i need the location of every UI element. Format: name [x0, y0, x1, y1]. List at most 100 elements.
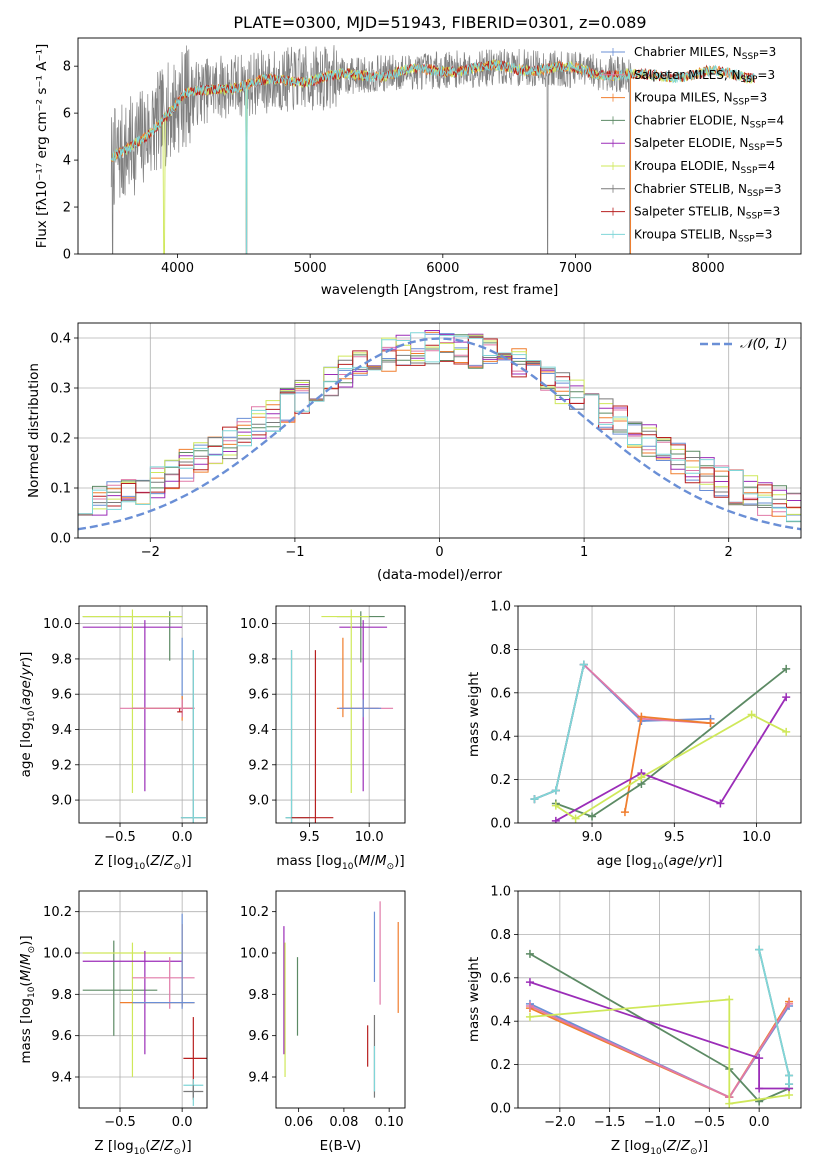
series-salpeter-elodie-marker	[755, 1084, 764, 1093]
legend-label: Salpeter ELODIE, NSSP=5	[634, 136, 783, 153]
y-tick-label: 8	[63, 60, 71, 75]
y-tick-label: 9.0	[248, 794, 269, 809]
axes-frame	[275, 890, 406, 1109]
legend-label: Kroupa MILES, NSSP=3	[634, 91, 767, 108]
x-axis-label: wavelength [Angstrom, rest frame]	[321, 282, 559, 298]
x-tick-label: −0.5	[104, 1115, 136, 1130]
axes-spectrum: 4000 5000 6000 7000 8000 0 2 4 6 8 wavelength [Ang…	[34, 37, 802, 298]
axes-residuals: −2 −1 0 1 2 0.0 0.1 0.2 0.3 0.4 𝒩(0, 1) (data-model…	[26, 322, 802, 583]
plot-area	[79, 606, 207, 823]
x-tick-label: −1.0	[644, 1115, 676, 1130]
axes-age-mass: 9.5 10.0 9.0 9.2 9.4 9.6 9.8 10.0 mass [log10(M/…	[240, 605, 406, 872]
legend: Chabrier MILES, NSSP=3 Salpeter MILES, NS…	[601, 45, 784, 244]
y-tick-label: 0.4	[490, 730, 511, 745]
y-tick-label: 10.0	[240, 947, 269, 962]
y-tick-label: 9.8	[51, 988, 72, 1003]
y-tick-label: 0.1	[50, 482, 71, 497]
y-tick-label: 9.0	[51, 794, 72, 809]
x-tick-label: 0.0	[749, 1115, 770, 1130]
y-axis-label: Normed distribution	[26, 363, 42, 498]
series-salpeter-elodie-marker	[782, 693, 791, 702]
plot-area	[78, 323, 801, 538]
series-kroupa-stelib-marker	[551, 786, 560, 795]
plot-area	[518, 891, 801, 1108]
series-kroupa-elodie-marker	[725, 995, 734, 1004]
y-tick-label: 0.0	[490, 1102, 511, 1117]
x-tick-label: −0.5	[694, 1115, 726, 1130]
y-tick-label: 0.4	[490, 1015, 511, 1030]
axes-age-Z: −0.5 0.0 9.0 9.2 9.4 9.6 9.8 10.0 Z [log10(Z/Z⊙)…	[18, 605, 208, 872]
series-kroupa-elodie-marker	[571, 814, 580, 823]
x-axis-label: Z [log10(Z/Z⊙)]	[94, 1138, 191, 1157]
x-tick-label: 0.10	[375, 1115, 404, 1130]
series-chabrier-miles	[534, 662, 711, 800]
y-tick-label: 1.0	[490, 885, 511, 900]
y-tick-label: 10.2	[240, 905, 269, 920]
model-spectrum	[110, 60, 755, 254]
y-axis-label: mass weight	[466, 957, 482, 1042]
x-axis-label: mass [log10(M/M⊙)]	[276, 853, 404, 872]
y-tick-label: 0.2	[50, 432, 71, 447]
y-axis-label: age [log10(age/yr)]	[18, 652, 37, 778]
plot-area	[276, 606, 405, 823]
series-salpeter-elodie-marker	[551, 816, 560, 823]
y-tick-label: 9.6	[248, 688, 269, 703]
y-tick-label: 9.2	[248, 758, 269, 773]
x-axis-label: Z [log10(Z/Z⊙)]	[94, 853, 191, 872]
legend-label: Chabrier MILES, NSSP=3	[634, 45, 776, 62]
plot-area	[283, 901, 399, 1098]
series-kroupa-elodie-marker	[725, 1099, 734, 1108]
series-salpeter-elodie	[555, 696, 787, 822]
axes-weight-Z: −2.0 −1.5 −1.0 −0.5 0.0 0.0 0.2 0.4 0.6 0.8 1.0 Z […	[466, 885, 802, 1157]
y-tick-label: 10.0	[240, 617, 269, 632]
series-salpeter-elodie	[529, 981, 789, 1090]
x-tick-label: 0.0	[172, 830, 193, 845]
x-tick-label: 5000	[294, 261, 327, 276]
y-tick-label: 1.0	[490, 600, 511, 615]
series-salpeter-elodie-marker	[716, 799, 725, 808]
y-tick-label: 9.8	[51, 652, 72, 667]
series-chabrier-elodie	[529, 953, 790, 1103]
histogram-kroupa-stelib	[78, 332, 801, 538]
x-tick-label: −1	[285, 545, 304, 560]
legend-label: Salpeter MILES, NSSP=3	[634, 68, 775, 85]
x-axis-label: E(B-V)	[320, 1138, 362, 1154]
series-kroupa-elodie-marker	[525, 1012, 534, 1021]
y-tick-label: 0.0	[50, 532, 71, 547]
model-spectrum	[110, 60, 755, 161]
x-tick-label: 0	[435, 545, 443, 560]
legend-label: Kroupa STELIB, NSSP=3	[634, 227, 772, 244]
series-kroupa-elodie-marker	[747, 710, 756, 719]
series-kroupa-stelib-marker	[579, 660, 588, 669]
axes-mass-EBV: 0.06 0.08 0.10 9.4 9.6 9.8 10.0 10.2 E(B-V)	[240, 890, 406, 1154]
x-tick-label: 10.0	[742, 830, 771, 845]
y-tick-label: 10.0	[43, 617, 72, 632]
y-tick-label: 6	[63, 107, 71, 122]
x-tick-label: −2.0	[544, 1115, 576, 1130]
y-tick-label: 4	[63, 154, 71, 169]
x-tick-label: 4000	[161, 261, 194, 276]
x-tick-label: 0.06	[284, 1115, 313, 1130]
y-tick-label: 2	[63, 201, 71, 216]
y-tick-label: 9.4	[51, 723, 72, 738]
legend-label: Kroupa ELODIE, NSSP=4	[634, 159, 775, 176]
x-tick-label: 9.5	[299, 830, 320, 845]
x-tick-label: 7000	[559, 261, 592, 276]
y-tick-label: 10.2	[43, 905, 72, 920]
series-kroupa-stelib-marker	[530, 795, 539, 804]
y-tick-label: 0.8	[490, 643, 511, 658]
series-salpeter-miles-marker	[525, 1002, 534, 1011]
axes-frame	[78, 890, 208, 1109]
series-salpeter-elodie-marker	[525, 978, 534, 987]
x-tick-label: 10.0	[355, 830, 384, 845]
series-kroupa-elodie	[555, 713, 787, 820]
series-kroupa-stelib-marker	[785, 1080, 794, 1089]
series-kroupa-stelib	[534, 664, 585, 800]
y-tick-label: 9.6	[51, 1029, 72, 1044]
series-kroupa-miles-marker	[620, 808, 629, 817]
series-salpeter-miles-marker	[785, 999, 794, 1008]
y-tick-label: 0.4	[50, 332, 71, 347]
x-tick-label: 0.0	[172, 1115, 193, 1130]
plot-area	[79, 891, 207, 1108]
y-tick-label: 9.4	[248, 1071, 269, 1086]
